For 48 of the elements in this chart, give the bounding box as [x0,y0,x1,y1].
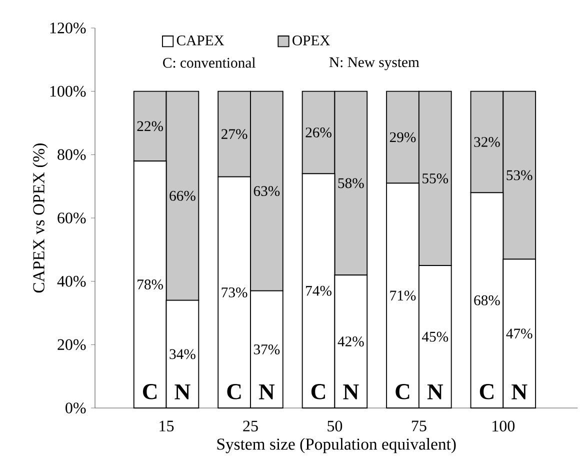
data-label: 73% [222,287,248,298]
data-label: 45% [422,332,448,342]
data-label: 78% [138,280,164,290]
data-label: 71% [390,290,416,301]
annotation: C: conventional [163,57,256,68]
data-label: 58% [338,178,364,188]
y-axis-title: CAPEX vs OPEX (%) [32,144,48,293]
data-label: 26% [306,128,332,138]
text: 50 [328,420,342,432]
x-tick-label: N [512,384,528,400]
y-tick-label: 20% [58,339,86,350]
text: 25 [243,420,258,432]
x-tick-label: N [174,384,190,400]
data-label: 53% [506,170,532,180]
y-tick-label: 100% [50,86,86,97]
legend-label: CAPEX [176,36,224,46]
text: 100 [492,420,515,432]
data-label: 37% [254,344,280,354]
y-tick-label: 60% [58,212,86,224]
data-label: 63% [254,186,280,196]
x-tick-label: N [427,384,444,400]
annotation: N: New system [329,57,420,70]
y-tick-label: 0% [66,402,86,414]
data-label: 29% [390,132,416,142]
data-label: 55% [422,173,448,184]
data-label: 32% [474,137,500,147]
data-label: 74% [306,286,332,296]
x-tick-label: C [227,384,241,400]
data-label: 22% [137,121,164,132]
data-label: 47% [506,328,532,339]
y-tick-label: 120% [50,22,86,34]
y-tick-label: 80% [58,149,86,160]
x-tick-label: N [343,384,359,400]
data-label: 42% [338,336,364,346]
text: 75 [412,420,426,432]
x-tick-label: C [480,384,494,400]
x-axis-title: System size (Population equivalent) [217,438,456,454]
data-label: 34% [170,349,196,360]
x-tick-label: N [258,384,275,400]
legend-label: OPEX [292,36,330,46]
data-label: 66% [170,190,196,201]
data-label: 27% [222,129,248,140]
y-tick-label: 40% [57,276,86,287]
x-tick-label: C [396,384,410,400]
data-label: 68% [474,295,500,306]
x-tick-label: C [143,384,157,400]
x-tick-label: C [311,384,325,400]
text: 15 [160,420,174,432]
